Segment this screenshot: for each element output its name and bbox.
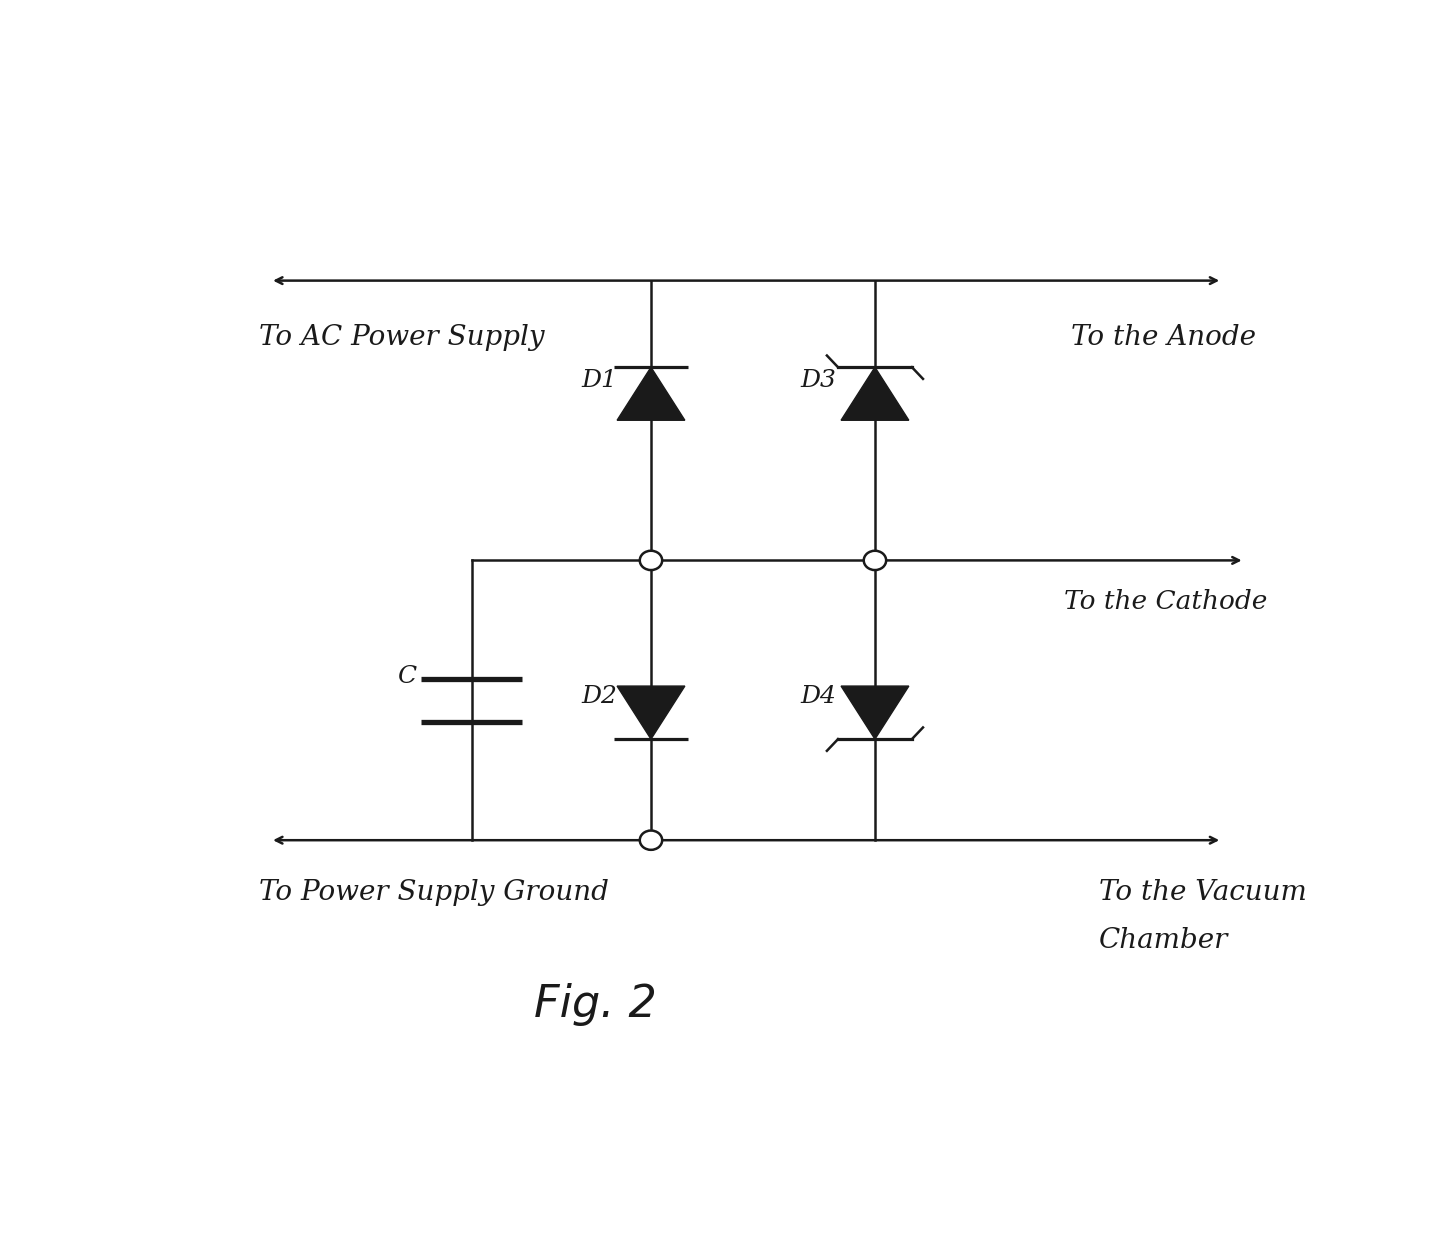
Text: Fig. 2: Fig. 2 — [533, 982, 656, 1026]
Text: D3: D3 — [801, 368, 835, 392]
Text: To the Vacuum: To the Vacuum — [1098, 878, 1306, 906]
Text: Chamber: Chamber — [1098, 927, 1228, 954]
Text: To the Anode: To the Anode — [1071, 325, 1256, 351]
Text: To Power Supply Ground: To Power Supply Ground — [259, 878, 608, 906]
Text: D4: D4 — [801, 685, 835, 708]
Text: D1: D1 — [581, 368, 617, 392]
Circle shape — [640, 551, 662, 570]
Circle shape — [640, 831, 662, 850]
Polygon shape — [617, 687, 685, 739]
Text: C: C — [397, 664, 416, 688]
Text: To the Cathode: To the Cathode — [1064, 589, 1267, 614]
Polygon shape — [841, 687, 909, 739]
Text: To AC Power Supply: To AC Power Supply — [259, 325, 545, 351]
Polygon shape — [617, 367, 685, 420]
Polygon shape — [841, 367, 909, 420]
Circle shape — [864, 551, 886, 570]
Text: D2: D2 — [581, 685, 617, 708]
